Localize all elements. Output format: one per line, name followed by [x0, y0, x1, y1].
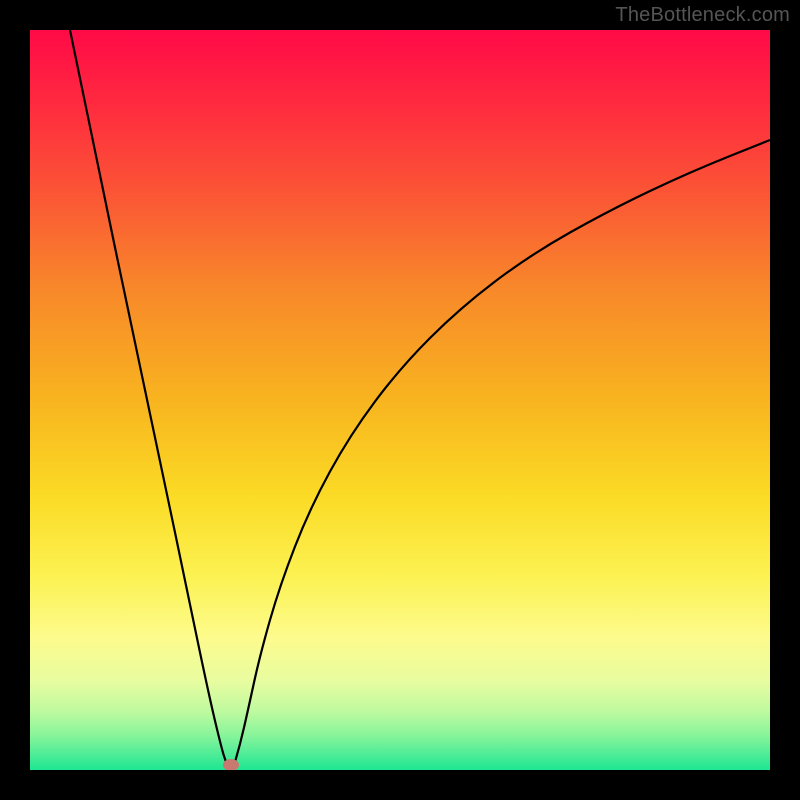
plot-area — [30, 30, 770, 770]
curve-overlay — [30, 30, 770, 770]
frame-left — [0, 0, 30, 800]
curve-left-branch — [70, 30, 226, 762]
curve-right-branch — [235, 140, 770, 762]
frame-bottom — [0, 770, 800, 800]
frame-right — [770, 0, 800, 800]
watermark-text: TheBottleneck.com — [615, 4, 790, 27]
